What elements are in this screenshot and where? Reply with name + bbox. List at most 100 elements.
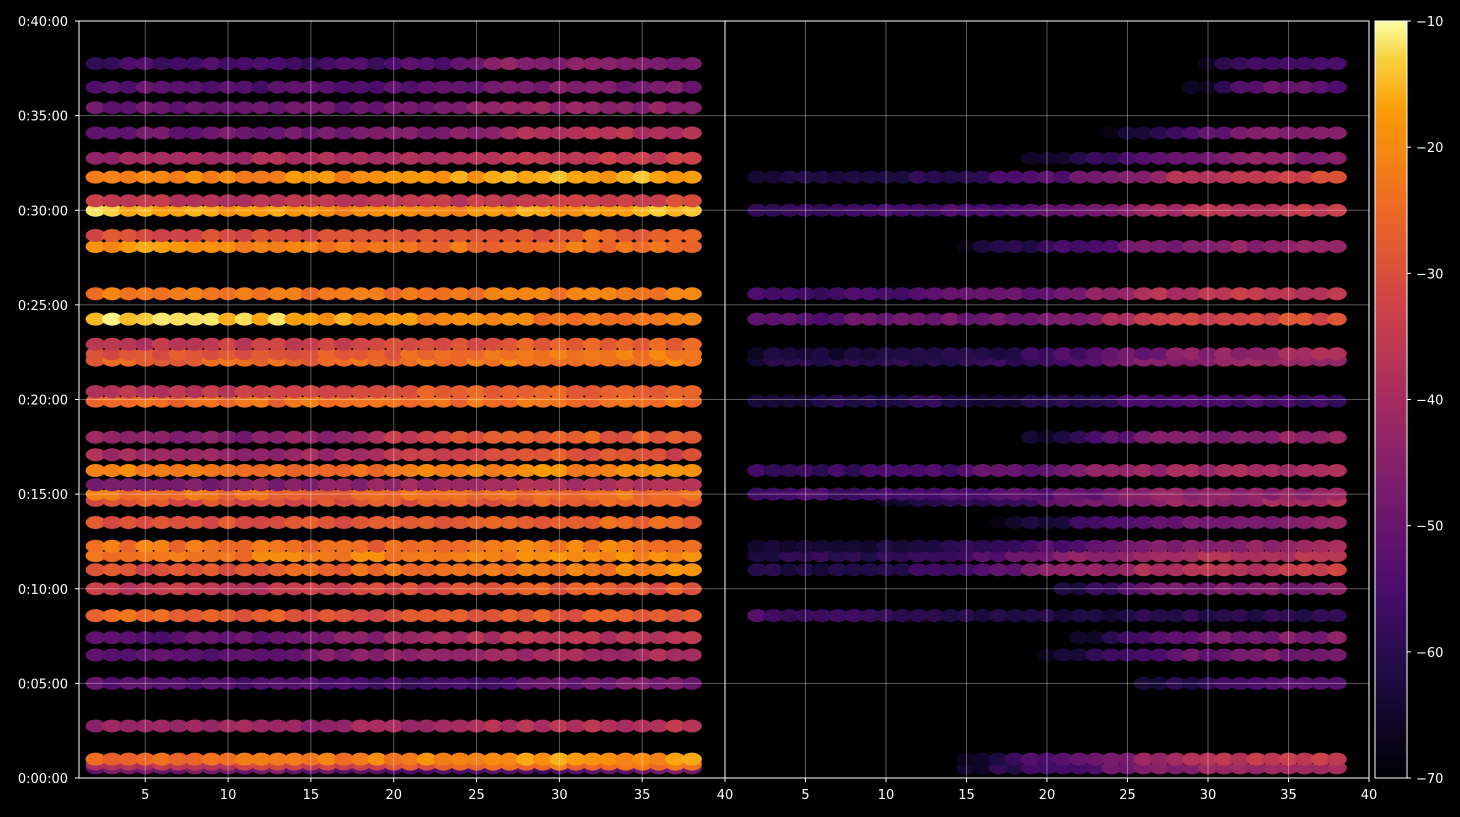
heat-cell — [416, 648, 437, 662]
heat-cell — [499, 582, 520, 596]
heat-cell — [632, 516, 653, 529]
heat-cell — [1165, 516, 1186, 529]
heat-cell — [549, 487, 570, 501]
heat-cell — [648, 126, 669, 140]
heat-cell — [466, 430, 487, 444]
heat-cell — [234, 464, 255, 477]
heat-cell — [549, 337, 570, 351]
heat-cell — [1085, 151, 1106, 165]
heat-cell — [1004, 170, 1025, 184]
heat-cell — [972, 539, 993, 553]
heat-cell — [1117, 549, 1138, 563]
heat-cell — [632, 609, 653, 623]
heat-cell — [599, 609, 620, 623]
heat-cell — [615, 312, 636, 326]
heat-cell — [317, 478, 338, 492]
heat-cell — [317, 385, 338, 399]
heat-cell — [367, 609, 388, 623]
heat-cell — [483, 563, 504, 577]
heat-cell — [582, 464, 603, 477]
heat-cell — [267, 347, 288, 361]
heat-cell — [908, 394, 929, 408]
heat-cell — [400, 287, 421, 301]
heat-cell — [1149, 752, 1170, 766]
heat-cell — [599, 240, 620, 253]
x-tick-label: 30 — [1200, 788, 1217, 803]
heat-cell — [466, 126, 487, 140]
heat-cell — [218, 539, 239, 553]
heat-cell — [102, 752, 123, 766]
heat-cell — [350, 539, 371, 553]
heat-cell — [218, 80, 239, 94]
heat-cell — [151, 549, 172, 563]
heat-cell — [1278, 609, 1299, 623]
heat-cell — [1294, 347, 1315, 361]
heat-cell — [516, 430, 537, 444]
heat-cell — [416, 430, 437, 444]
heat-cell — [350, 151, 371, 165]
heat-cell — [1214, 170, 1235, 184]
heat-cell — [168, 101, 189, 115]
heat-cell — [1246, 516, 1267, 529]
heat-cell — [1004, 347, 1025, 361]
heat-cell — [648, 337, 669, 351]
heat-cell — [648, 631, 669, 645]
heat-cell — [300, 394, 321, 408]
heat-cell — [118, 151, 139, 165]
heat-cell — [1262, 539, 1283, 553]
heat-cell — [85, 648, 106, 662]
heat-cell — [85, 101, 106, 115]
heat-cell — [1326, 347, 1347, 361]
heat-cell — [85, 126, 106, 140]
heat-cell — [681, 430, 702, 444]
heat-cell — [1310, 487, 1331, 501]
heat-cell — [1085, 516, 1106, 529]
heat-cell — [565, 719, 586, 733]
heat-cell — [383, 170, 404, 184]
heat-cell — [151, 719, 172, 733]
heat-cell — [1326, 240, 1347, 253]
heat-cell — [747, 170, 768, 184]
heat-cell — [483, 478, 504, 492]
heat-cell — [1198, 126, 1218, 140]
heat-cell — [532, 563, 553, 577]
heat-cell — [1230, 549, 1251, 563]
heat-cell — [565, 609, 586, 623]
heat-cell — [251, 719, 272, 733]
heat-cell — [1149, 126, 1170, 140]
heat-cell — [632, 385, 653, 399]
heat-cell — [85, 719, 106, 733]
heat-cell — [334, 487, 354, 501]
heat-cell — [1246, 347, 1267, 361]
heat-cell — [450, 648, 470, 662]
heat-cell — [383, 287, 404, 301]
heat-cell — [565, 347, 586, 361]
heat-cell — [648, 203, 669, 217]
heat-cell — [1214, 539, 1235, 553]
heat-cell — [1069, 287, 1090, 301]
heat-cell — [400, 337, 421, 351]
heat-cell — [118, 101, 139, 115]
heat-cell — [1246, 312, 1267, 326]
heat-cell — [615, 385, 636, 399]
heat-cell — [102, 631, 123, 645]
heat-cell — [85, 194, 106, 208]
heat-cell — [218, 719, 239, 733]
heat-cell — [549, 549, 570, 563]
heat-cell — [218, 385, 239, 399]
heat-cell — [1133, 394, 1154, 408]
heat-cell — [234, 57, 255, 71]
heat-cell — [549, 240, 570, 253]
heat-cell — [85, 229, 106, 242]
heat-cell — [924, 487, 945, 501]
heat-cell — [1004, 487, 1025, 501]
y-tick-label: 0:35:00 — [18, 110, 68, 125]
heat-cell — [1053, 516, 1074, 529]
heat-cell — [201, 582, 222, 596]
heat-cell — [102, 385, 123, 399]
heat-cell — [532, 609, 553, 623]
heat-cell — [1085, 539, 1106, 553]
heat-cell — [135, 516, 156, 529]
heat-cell — [665, 240, 686, 253]
heat-cell — [433, 539, 454, 553]
